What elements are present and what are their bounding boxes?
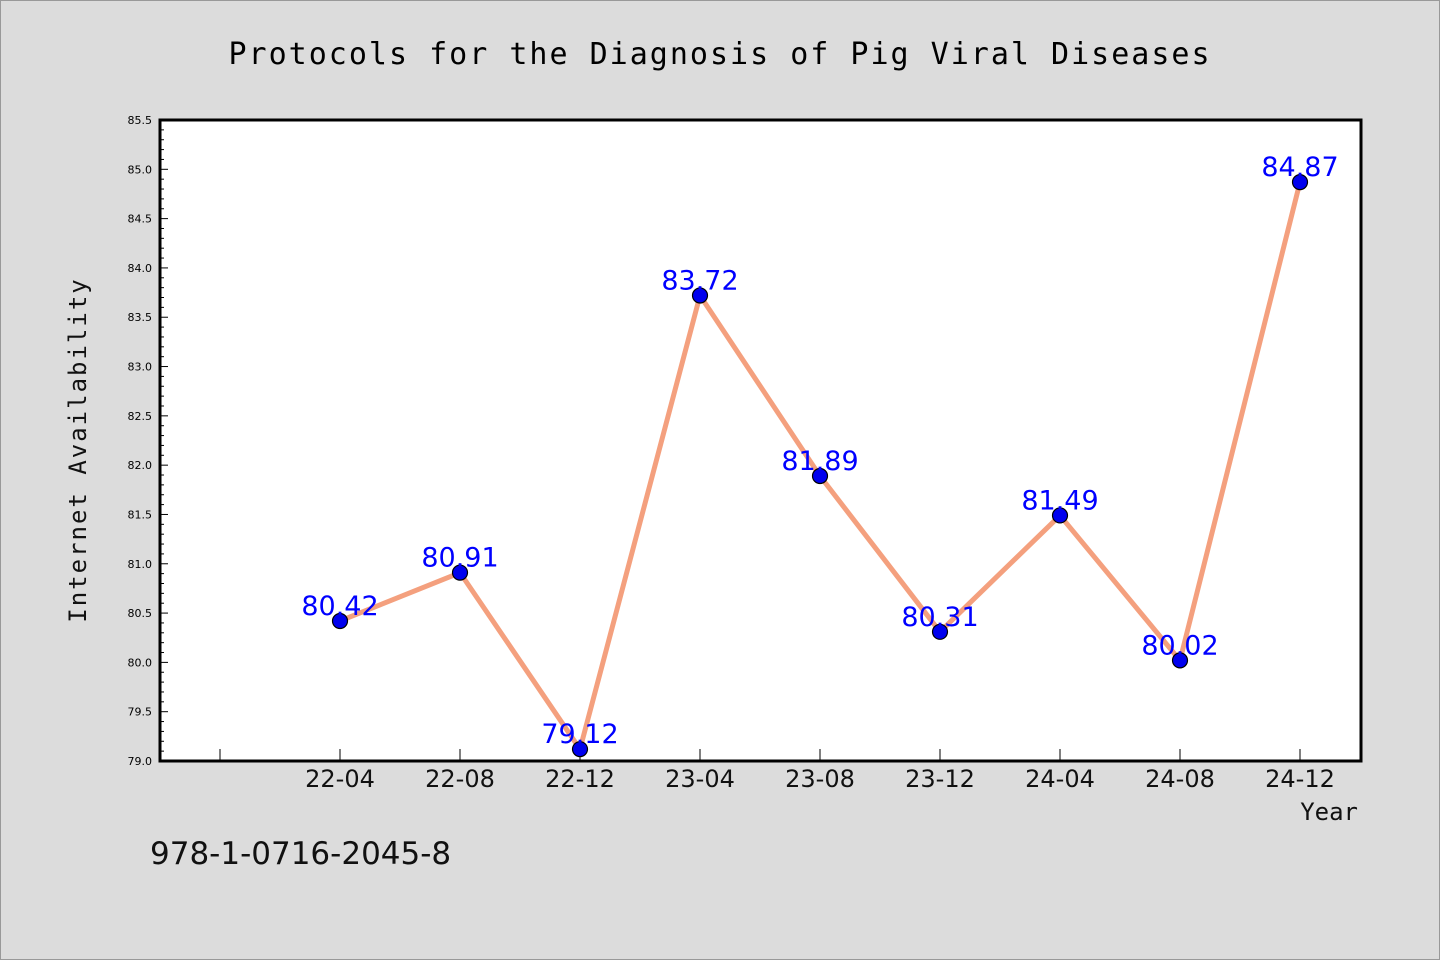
data-point [451, 564, 469, 581]
isbn-footnote: 978-1-0716-2045-8 [150, 836, 451, 872]
data-point [571, 741, 589, 758]
data-label: 81.89 [781, 446, 858, 477]
data-point [1171, 652, 1189, 669]
y-tick-label: 85.0 [128, 163, 153, 176]
x-tick-label: 24-08 [1145, 765, 1215, 793]
data-point [691, 287, 709, 304]
x-tick-label: 23-04 [665, 765, 735, 793]
y-tick-label: 85.5 [128, 114, 153, 127]
y-tick-label: 80.5 [128, 607, 153, 620]
x-tick-label: 22-12 [545, 765, 615, 793]
y-tick-label: 79.5 [128, 706, 153, 719]
data-label: 84.87 [1261, 152, 1338, 183]
y-tick-label: 83.0 [128, 361, 153, 374]
data-point [331, 612, 349, 630]
data-label: 81.49 [1021, 485, 1098, 516]
y-tick-label: 83.5 [128, 311, 153, 324]
y-tick-label: 81.0 [128, 558, 153, 571]
y-tick-label: 79.0 [128, 755, 153, 768]
y-tick-label: 80.0 [128, 656, 153, 669]
y-tick-label: 82.0 [128, 459, 153, 472]
x-tick-label: 23-12 [905, 765, 975, 793]
x-axis-label: Year [1300, 798, 1358, 826]
y-tick-label: 81.5 [128, 508, 153, 521]
x-tick-label: 22-08 [425, 765, 495, 793]
data-label: 80.02 [1141, 630, 1218, 661]
data-label: 79.12 [541, 719, 618, 750]
x-axis: 22-04 22-08 22-12 23-04 23-08 23-12 24-04 24-08… [219, 749, 1335, 793]
x-tick-label: 24-12 [1265, 765, 1335, 793]
plot-area [160, 120, 1361, 761]
series-group [331, 174, 1309, 758]
y-axis-label: Internet Availability [64, 277, 92, 622]
data-point [1291, 174, 1309, 191]
data-label: 83.72 [661, 266, 738, 297]
data-label: 80.91 [421, 543, 498, 574]
plot-frame [158, 118, 1363, 763]
y-axis: 79.0 79.5 80.0 80.5 81.0 81.5 82.0 82.5 83.0 83.5… [128, 114, 168, 768]
y-tick-label: 82.5 [128, 410, 153, 423]
x-tick-label: 24-04 [1025, 765, 1095, 793]
x-tick-label: 22-04 [305, 765, 375, 793]
data-label-group: 80.42 80.91 79.12 83.72 81.89 80.31 81.49 80.02… [301, 152, 1338, 750]
x-tick-label: 23-08 [785, 765, 855, 793]
y-tick-label: 84.0 [128, 262, 153, 275]
y-tick-label: 84.5 [128, 213, 153, 226]
data-point [811, 467, 829, 485]
chart-title: Protocols for the Diagnosis of Pig Viral… [228, 37, 1211, 72]
data-label: 80.42 [301, 591, 378, 622]
data-label: 80.31 [901, 602, 978, 633]
data-point [1051, 507, 1069, 524]
data-point [931, 623, 949, 640]
